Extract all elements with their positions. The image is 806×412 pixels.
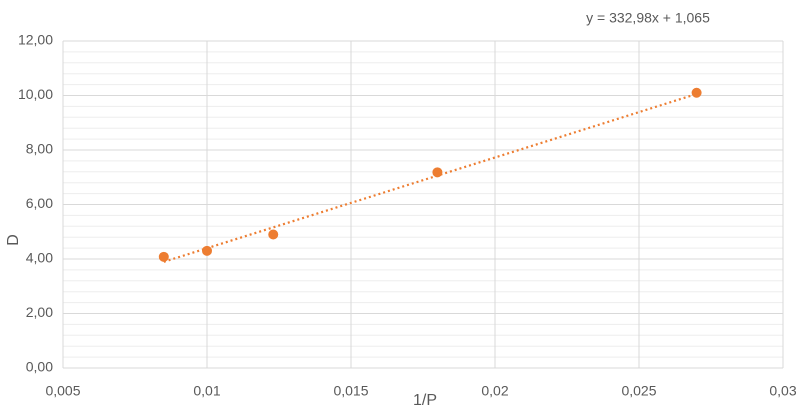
- y-tick-label: 10,00: [18, 86, 53, 102]
- data-point: [158, 251, 169, 262]
- trendline-equation: y = 332,98x + 1,065: [586, 10, 710, 26]
- y-tick-label: 0,00: [26, 359, 53, 375]
- x-tick-label: 0,01: [193, 383, 220, 399]
- y-tick-label: 2,00: [26, 304, 53, 320]
- x-axis-title: 1/P: [413, 392, 437, 409]
- y-tick-label: 6,00: [26, 195, 53, 211]
- x-tick-label: 0,005: [45, 383, 80, 399]
- x-tick-label: 0,02: [481, 383, 508, 399]
- data-point: [268, 229, 279, 240]
- x-tick-label: 0,025: [621, 383, 656, 399]
- y-tick-label: 12,00: [18, 32, 53, 48]
- y-axis-title: D: [5, 234, 22, 246]
- trendline: [163, 92, 697, 263]
- data-point: [691, 87, 702, 98]
- data-point: [432, 167, 443, 178]
- y-tick-label: 4,00: [26, 250, 53, 266]
- data-point: [202, 245, 212, 256]
- x-tick-label: 0,015: [333, 383, 368, 399]
- y-tick-label: 8,00: [26, 141, 53, 157]
- x-tick-label: 0,03: [769, 383, 796, 399]
